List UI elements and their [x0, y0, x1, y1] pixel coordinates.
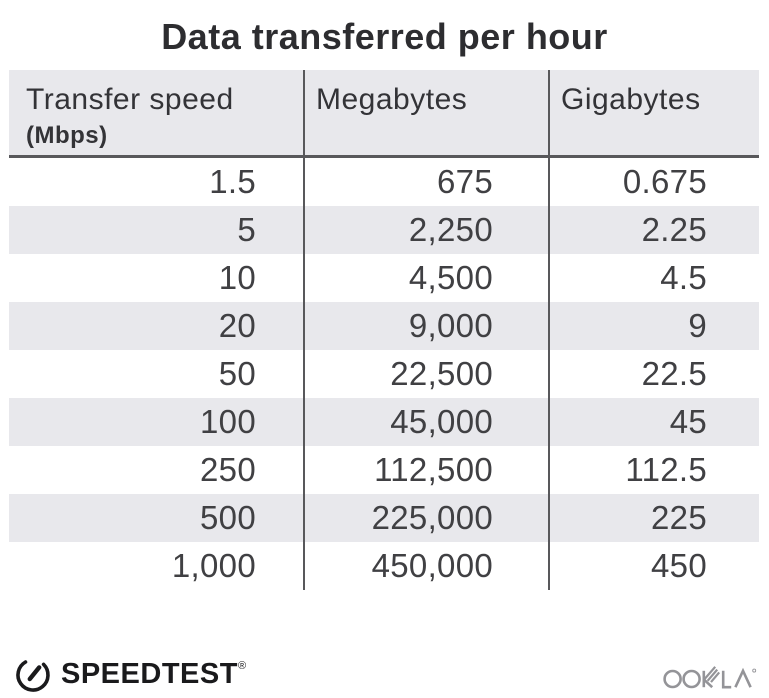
header-cell-transfer-speed: Transfer speed (Mbps) [9, 70, 303, 155]
ookla-logo [663, 658, 757, 690]
table-cell: 10 [218, 259, 256, 296]
table-cell: 450 [548, 542, 759, 590]
table-row: 250 112,500 112.5 [9, 446, 759, 494]
table-cell: 2.25 [548, 206, 759, 254]
table-cell: 250 [200, 451, 256, 488]
table-cell: 5 [237, 211, 256, 248]
footer: SPEEDTEST® [14, 655, 757, 693]
table-cell: 675 [303, 158, 548, 206]
table-cell: 9,000 [303, 302, 548, 350]
table-row: 500 225,000 225 [9, 494, 759, 542]
table-row: 10 4,500 4.5 [9, 254, 759, 302]
table-cell: 112.5 [548, 446, 759, 494]
table-row: 100 45,000 45 [9, 398, 759, 446]
table-cell: 50 [218, 355, 256, 392]
table-cell: 22.5 [548, 350, 759, 398]
speedtest-gauge-icon [16, 660, 50, 692]
table-cell: 112,500 [303, 446, 548, 494]
table-cell: 22,500 [303, 350, 548, 398]
table-cell: 4,500 [303, 254, 548, 302]
table-cell: 20 [218, 307, 256, 344]
table-cell: 225 [548, 494, 759, 542]
registered-trademark-icon: ® [237, 659, 247, 672]
table-header-row: Transfer speed (Mbps) Megabytes Gigabyte… [9, 70, 759, 158]
ookla-wordmark [663, 666, 757, 689]
table-cell: 45,000 [303, 398, 548, 446]
header-sublabel-units: (Mbps) [26, 122, 108, 149]
table-cell: 4.5 [548, 254, 759, 302]
header-cell-gigabytes: Gigabytes [548, 70, 759, 155]
table-row: 1.5 675 0.675 [9, 158, 759, 206]
header-label: Megabytes [316, 83, 468, 116]
table-cell: 225,000 [303, 494, 548, 542]
header-cell-megabytes: Megabytes [303, 70, 548, 155]
data-table: Transfer speed (Mbps) Megabytes Gigabyte… [9, 70, 759, 590]
speedtest-wordmark: SPEEDTEST® [61, 657, 247, 690]
table-cell: 9 [548, 302, 759, 350]
table-cell: 2,250 [303, 206, 548, 254]
table-cell: 450,000 [303, 542, 548, 590]
table-cell: 100 [200, 403, 256, 440]
table-cell: 0.675 [548, 158, 759, 206]
table-cell: 500 [200, 499, 256, 536]
speedtest-logo: SPEEDTEST® [14, 655, 247, 693]
header-label: Gigabytes [561, 83, 701, 116]
page-title: Data transferred per hour [161, 16, 608, 57]
table-cell: 1,000 [171, 547, 256, 584]
table-row: 5 2,250 2.25 [9, 206, 759, 254]
table-row: 50 22,500 22.5 [9, 350, 759, 398]
table-row: 1,000 450,000 450 [9, 542, 759, 590]
table-cell: 1.5 [209, 163, 256, 200]
table-row: 20 9,000 9 [9, 302, 759, 350]
header-label: Transfer speed [26, 83, 234, 116]
table-body: 1.5 675 0.675 5 2,250 2.25 10 4,500 4.5 20 9,000 9 5… [9, 158, 759, 590]
table-cell: 45 [548, 398, 759, 446]
